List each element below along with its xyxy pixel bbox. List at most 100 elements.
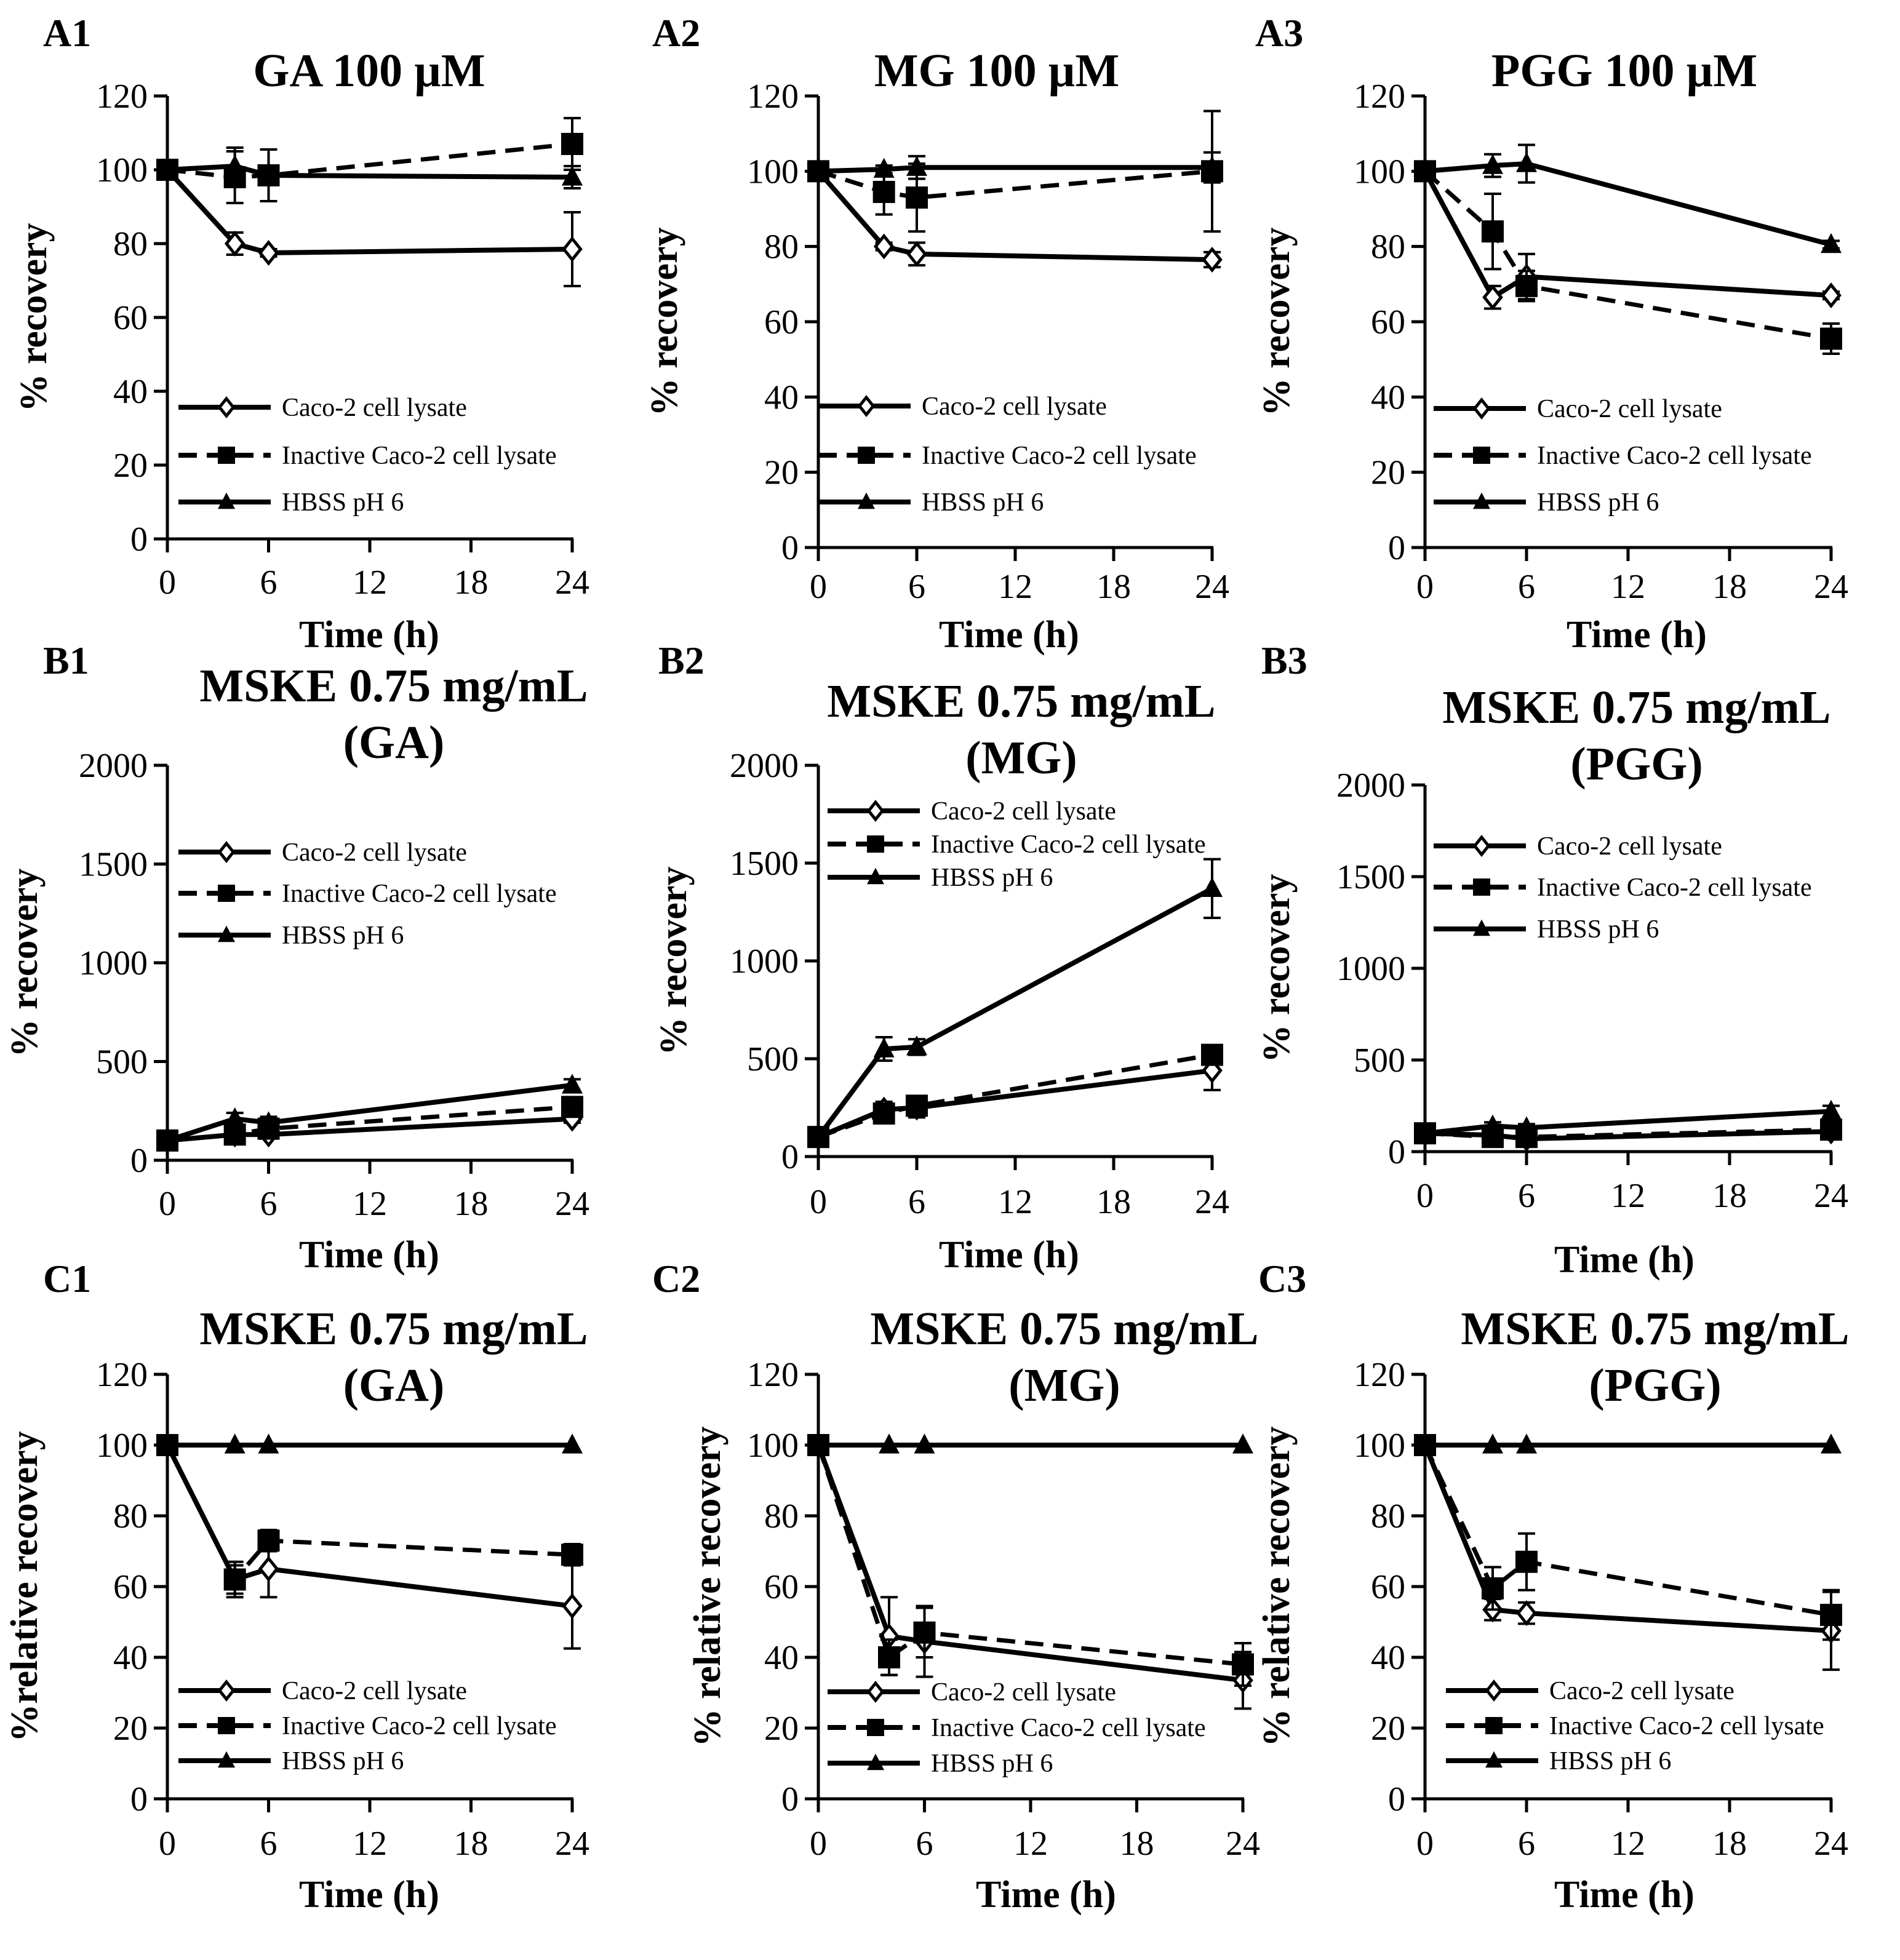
square-marker <box>867 1719 884 1736</box>
y-axis-label: % recovery <box>4 869 46 1058</box>
diamond-marker <box>1202 1058 1223 1084</box>
legend-label: HBSS pH 6 <box>282 488 404 517</box>
panel-label: A1 <box>43 11 91 55</box>
series-line <box>166 1083 573 1143</box>
triangle-marker <box>218 492 235 509</box>
chart-title: (MG) <box>965 732 1077 784</box>
x-tick-label: 24 <box>555 564 589 602</box>
legend-label: Inactive Caco-2 cell lysate <box>931 1714 1206 1742</box>
x-tick-label: 6 <box>1518 568 1535 606</box>
x-tick-label: 12 <box>1611 568 1645 606</box>
panel-B1: B1 MSKE 0.75 mg/mL(GA) 0 500 1000 1500 2000 0 6 1… <box>4 639 589 1276</box>
x-tick-label: 18 <box>1120 1825 1154 1863</box>
panel-C2: C2 MSKE 0.75 mg/mL(MG) 0 20 40 60 80 100 120 0 6 12… <box>652 1257 1260 1916</box>
triangle-marker <box>1482 1433 1503 1454</box>
triangle-marker <box>224 1433 245 1454</box>
chart-title: MSKE 0.75 mg/mL <box>1442 682 1830 733</box>
triangle-marker <box>867 1753 884 1771</box>
y-tick-label: 120 <box>1354 1356 1405 1394</box>
legend-label: Caco-2 cell lysate <box>1537 395 1722 423</box>
chart-title: GA 100 µM <box>253 45 485 97</box>
chart-title: MSKE 0.75 mg/mL <box>1461 1303 1849 1355</box>
x-tick-label: 12 <box>1611 1825 1645 1863</box>
triangle-marker <box>1485 1751 1503 1768</box>
series-line <box>1424 161 1832 247</box>
y-tick-label: 120 <box>96 78 148 116</box>
legend-label: HBSS pH 6 <box>282 1747 404 1775</box>
square-marker <box>872 180 895 203</box>
triangle-marker <box>1516 152 1537 172</box>
triangle-marker <box>1482 154 1503 174</box>
y-tick-label: 0 <box>130 1780 148 1819</box>
diamond-marker <box>866 799 885 823</box>
y-axis-label: % recovery <box>644 228 685 416</box>
diamond-marker <box>217 840 236 864</box>
y-tick-label: 40 <box>1371 1639 1405 1677</box>
y-axis-label: % relative recovery <box>687 1426 728 1747</box>
series-line <box>816 886 1213 1139</box>
diamond-marker <box>1516 1600 1537 1627</box>
legend-label: Inactive Caco-2 cell lysate <box>931 831 1206 859</box>
triangle-marker <box>873 157 895 178</box>
y-tick-label: 80 <box>1371 1497 1405 1536</box>
y-axis-label: % recovery <box>1256 228 1298 416</box>
x-tick-label: 6 <box>260 1825 277 1863</box>
x-axis-label: Time (h) <box>1567 614 1707 656</box>
legend-label: HBSS pH 6 <box>931 864 1053 892</box>
triangle-marker <box>562 1433 583 1454</box>
x-tick-label: 0 <box>159 1825 176 1863</box>
legend-label: Caco-2 cell lysate <box>282 394 467 422</box>
y-tick-label: 100 <box>1354 153 1405 191</box>
x-tick-label: 6 <box>1518 1825 1535 1863</box>
triangle-marker <box>157 1433 178 1454</box>
x-axis-label: Time (h) <box>939 1234 1079 1276</box>
panel-label: A2 <box>652 11 700 55</box>
square-marker <box>561 1096 583 1118</box>
y-tick-label: 60 <box>764 303 799 341</box>
y-tick-label: 0 <box>781 1138 799 1176</box>
x-tick-label: 6 <box>916 1825 933 1863</box>
triangle-marker <box>1516 1116 1537 1136</box>
diamond-marker <box>258 1556 279 1582</box>
diamond-marker <box>224 230 245 257</box>
series-line <box>167 163 573 180</box>
legend-label: Caco-2 cell lysate <box>931 797 1116 826</box>
legend-label: Inactive Caco-2 cell lysate <box>282 442 557 470</box>
series-2: HBSS pH 6 <box>1415 143 1842 517</box>
y-tick-label: 500 <box>1354 1042 1405 1080</box>
diamond-marker <box>866 1680 885 1703</box>
x-tick-label: 0 <box>1416 568 1434 606</box>
x-axis-label: Time (h) <box>976 1874 1116 1916</box>
diamond-marker <box>217 1679 236 1702</box>
chart-title: MSKE 0.75 mg/mL <box>199 660 588 712</box>
legend-label: Caco-2 cell lysate <box>282 839 467 867</box>
triangle-marker <box>858 492 875 509</box>
triangle-marker <box>218 925 235 942</box>
y-tick-label: 100 <box>96 1427 148 1465</box>
y-tick-label: 40 <box>764 1639 799 1677</box>
x-tick-label: 18 <box>1712 1177 1747 1215</box>
y-tick-label: 1000 <box>730 942 799 981</box>
panel-A1: A1 GA 100 µM 0 20 40 60 80 100 120 0 6 12 18 24 Time (… <box>13 11 589 656</box>
x-tick-label: 24 <box>1814 1177 1848 1215</box>
series-2: HBSS pH 6 <box>157 922 583 1149</box>
y-tick-label: 100 <box>747 1427 799 1465</box>
y-tick-label: 60 <box>764 1568 799 1606</box>
x-tick-label: 12 <box>998 568 1032 606</box>
y-tick-label: 1000 <box>1336 950 1405 988</box>
y-tick-label: 500 <box>96 1043 148 1082</box>
series-line <box>167 141 573 180</box>
y-tick-label: 100 <box>747 153 799 191</box>
square-marker <box>218 885 235 902</box>
square-marker <box>257 1529 280 1552</box>
square-marker <box>1201 1043 1223 1066</box>
triangle-marker <box>808 159 829 180</box>
y-tick-label: 40 <box>764 378 799 416</box>
series-2: HBSS pH 6 <box>1415 1433 1842 1775</box>
x-tick-label: 24 <box>1814 568 1848 606</box>
y-axis-label: % recovery <box>13 223 55 412</box>
triangle-marker <box>1202 877 1223 897</box>
panel-label: B3 <box>1261 639 1307 682</box>
diamond-marker <box>1485 1679 1503 1702</box>
